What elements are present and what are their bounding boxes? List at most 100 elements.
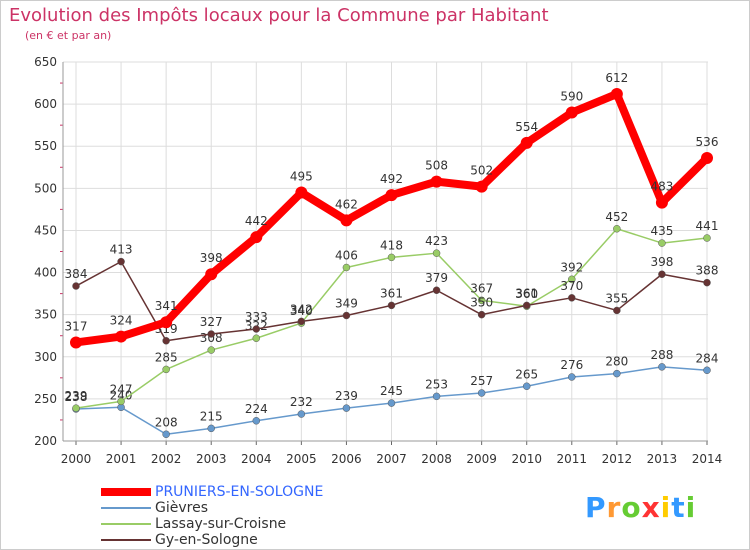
y-tick-label: 450 [34, 223, 57, 237]
data-label-pruniers-en-sologne: 341 [155, 299, 178, 313]
data-point-pruniers-en-sologne [655, 196, 668, 209]
data-point-gy-en-sologne [297, 317, 306, 326]
data-point-gievres [432, 392, 441, 401]
data-point-gievres [207, 424, 215, 433]
x-tick-label: 2012 [602, 452, 633, 466]
data-point-pruniers-en-sologne [475, 180, 488, 193]
data-point-pruniers-en-sologne [610, 88, 623, 101]
data-label-gy-en-sologne: 398 [650, 255, 673, 269]
data-label-pruniers-en-sologne: 554 [515, 120, 538, 134]
data-point-pruniers-en-sologne [385, 189, 398, 202]
x-tick-label: 2003 [196, 452, 227, 466]
chart-subtitle: (en € et par an) [25, 29, 112, 42]
data-point-gievres [658, 363, 666, 371]
data-point-pruniers-en-sologne [565, 106, 578, 119]
data-point-gievres [252, 417, 261, 425]
data-label-lassay-sur-croisne: 239 [65, 389, 88, 403]
data-point-gy-en-sologne [613, 306, 621, 315]
data-label-pruniers-en-sologne: 462 [335, 197, 358, 211]
data-label-gy-en-sologne: 413 [110, 243, 133, 257]
data-point-gy-en-sologne [658, 270, 666, 278]
data-point-lassay-sur-croisne [387, 253, 396, 262]
y-tick-label: 350 [34, 308, 57, 322]
data-label-lassay-sur-croisne: 367 [470, 281, 493, 295]
data-point-lassay-sur-croisne [432, 249, 441, 257]
legend-item: Lassay-sur-Croisne [101, 516, 323, 532]
data-label-lassay-sur-croisne: 285 [155, 350, 178, 364]
data-point-gievres [342, 404, 351, 412]
data-point-gy-en-sologne [207, 330, 215, 338]
legend-item: Gy-en-Sologne [101, 532, 323, 548]
logo-letter: t [671, 491, 686, 524]
data-label-gy-en-sologne: 342 [290, 302, 313, 316]
data-label-gievres: 265 [515, 367, 538, 381]
y-tick-label: 250 [34, 392, 57, 406]
x-tick-label: 2013 [647, 452, 678, 466]
y-tick-label: 500 [34, 181, 57, 195]
data-point-gy-en-sologne [252, 325, 261, 333]
y-tick-label: 400 [34, 266, 57, 280]
data-label-pruniers-en-sologne: 508 [425, 159, 448, 173]
data-label-gy-en-sologne: 350 [470, 296, 493, 310]
data-point-pruniers-en-sologne [295, 186, 308, 199]
data-label-gy-en-sologne: 333 [245, 310, 268, 324]
data-label-pruniers-en-sologne: 612 [605, 71, 628, 85]
y-tick-label: 300 [34, 350, 57, 364]
data-point-gy-en-sologne [522, 301, 531, 310]
y-tick-label: 550 [34, 139, 57, 153]
legend-label: Lassay-sur-Croisne [155, 516, 287, 532]
data-label-lassay-sur-croisne: 452 [605, 210, 628, 224]
legend-label: PRUNIERS-EN-SOLOGNE [155, 484, 324, 500]
data-point-pruniers-en-sologne [340, 214, 353, 227]
data-point-gy-en-sologne [162, 337, 170, 345]
data-label-lassay-sur-croisne: 340 [290, 304, 313, 318]
data-point-lassay-sur-croisne [703, 234, 711, 242]
data-label-lassay-sur-croisne: 247 [110, 382, 133, 396]
data-label-gievres: 284 [696, 351, 719, 365]
data-label-gievres: 280 [605, 355, 628, 369]
data-point-gy-en-sologne [703, 278, 711, 287]
logo-letter: x [641, 491, 661, 524]
data-label-gievres: 288 [650, 348, 673, 362]
data-label-pruniers-en-sologne: 502 [470, 164, 493, 178]
data-point-lassay-sur-croisne [342, 263, 351, 272]
data-point-pruniers-en-sologne [115, 330, 128, 343]
legend-item: PRUNIERS-EN-SOLOGNE [101, 484, 323, 500]
data-point-pruniers-en-sologne [70, 336, 82, 349]
data-point-pruniers-en-sologne [205, 268, 218, 281]
data-label-gy-en-sologne: 349 [335, 297, 358, 311]
data-label-pruniers-en-sologne: 483 [650, 180, 673, 194]
logo-letter: o [621, 491, 642, 524]
chart-legend: PRUNIERS-EN-SOLOGNE Gièvres Lassay-sur-Cro… [101, 484, 323, 548]
logo-letter: i [685, 491, 697, 524]
data-point-lassay-sur-croisne [207, 346, 215, 354]
x-tick-label: 2010 [511, 452, 542, 466]
data-label-gy-en-sologne: 361 [380, 286, 403, 300]
data-label-lassay-sur-croisne: 406 [335, 249, 358, 263]
data-label-gievres: 232 [290, 395, 313, 409]
data-label-gievres: 224 [245, 402, 268, 416]
data-point-pruniers-en-sologne [160, 316, 173, 329]
data-label-gievres: 253 [425, 377, 448, 391]
y-tick-label: 650 [34, 55, 57, 69]
proxiti-logo: Proxiti [585, 491, 696, 524]
data-label-pruniers-en-sologne: 398 [200, 251, 223, 265]
data-label-gy-en-sologne: 327 [200, 315, 223, 329]
data-label-gievres: 238 [65, 390, 88, 404]
legend-label: Gy-en-Sologne [155, 532, 258, 548]
x-tick-label: 2007 [376, 452, 407, 466]
logo-letter: i [660, 491, 672, 524]
data-point-lassay-sur-croisne [162, 365, 170, 374]
legend-swatch [101, 523, 151, 525]
data-point-gievres [568, 373, 576, 381]
chart-title: Evolution des Impôts locaux pour la Comm… [9, 5, 549, 26]
data-point-gievres [613, 369, 621, 378]
data-point-gy-en-sologne [568, 294, 576, 302]
data-point-lassay-sur-croisne [252, 334, 261, 342]
logo-letter: P [585, 491, 607, 524]
data-label-lassay-sur-croisne: 392 [560, 260, 583, 274]
data-label-lassay-sur-croisne: 435 [650, 224, 673, 238]
x-tick-label: 2014 [692, 452, 723, 466]
legend-swatch [101, 488, 151, 496]
data-label-pruniers-en-sologne: 536 [696, 135, 719, 149]
